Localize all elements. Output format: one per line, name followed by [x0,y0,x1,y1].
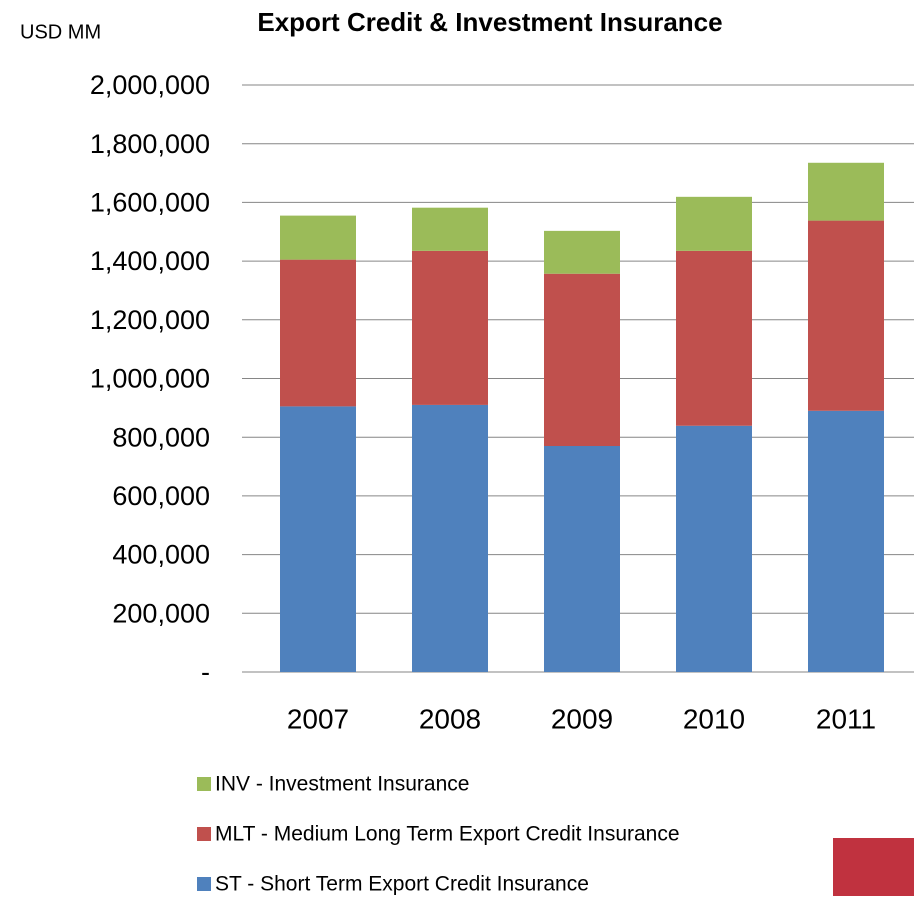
bar-segment [412,207,488,251]
bar-segment [412,404,488,672]
x-tick-label: 2007 [287,703,349,734]
bar-segment [544,446,620,672]
legend-label: INV - Investment Insurance [215,773,469,796]
legend-label: ST - Short Term Export Credit Insurance [215,873,589,896]
bar-segment [412,250,488,405]
legend-label: MLT - Medium Long Term Export Credit Ins… [215,823,680,846]
y-tick-label: 1,400,000 [90,246,210,276]
y-tick-label: - [201,657,210,687]
bar-segment [280,259,356,407]
bar-segment [676,250,752,426]
x-tick-label: 2011 [816,703,876,734]
legend-swatch [197,827,211,841]
x-tick-label: 2009 [551,703,613,734]
bar-segment [280,406,356,672]
bar-segment [544,273,620,447]
legend-swatch [197,777,211,791]
bar-segment [544,230,620,274]
y-axis-label: USD MM [20,21,101,43]
y-tick-label: 2,000,000 [90,70,210,100]
bar-segment [808,410,884,672]
x-tick-label: 2010 [683,703,745,734]
bar-segment [808,220,884,411]
y-tick-label: 600,000 [112,481,210,511]
bar-segment [280,215,356,260]
y-tick-label: 1,000,000 [90,364,210,394]
y-tick-label: 200,000 [112,598,210,628]
y-tick-label: 1,200,000 [90,305,210,335]
legend-swatch [197,877,211,891]
y-tick-label: 400,000 [112,540,210,570]
y-tick-label: 800,000 [112,422,210,452]
x-tick-label: 2008 [419,703,481,734]
decoration [833,838,914,896]
y-tick-label: 1,800,000 [90,129,210,159]
bar-segment [676,196,752,251]
chart-title: Export Credit & Investment Insurance [257,7,722,37]
bar-segment [808,162,884,221]
y-tick-label: 1,600,000 [90,188,210,218]
bar-segment [676,425,752,672]
